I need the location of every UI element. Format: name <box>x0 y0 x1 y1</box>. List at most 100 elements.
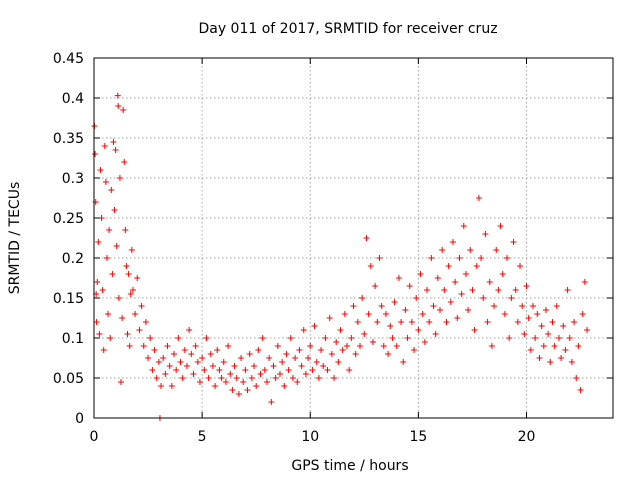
data-point <box>432 331 439 337</box>
data-point <box>134 275 141 281</box>
data-point <box>538 323 545 329</box>
data-point <box>259 335 266 341</box>
data-point <box>491 303 498 309</box>
data-point <box>408 319 415 325</box>
data-point <box>571 319 578 325</box>
data-point <box>101 143 108 149</box>
data-point <box>447 299 454 305</box>
data-point <box>106 227 113 233</box>
data-point <box>122 227 129 233</box>
data-point <box>499 271 506 277</box>
data-point <box>155 359 162 365</box>
data-point <box>452 279 459 285</box>
data-point <box>246 351 253 357</box>
data-point <box>175 335 182 341</box>
data-point <box>402 307 409 313</box>
data-point <box>287 335 294 341</box>
data-point <box>480 295 487 301</box>
data-point <box>105 311 112 317</box>
data-point <box>493 247 500 253</box>
data-point <box>95 239 102 245</box>
data-point <box>437 307 443 313</box>
data-point <box>411 347 418 353</box>
data-point <box>534 311 541 317</box>
data-point <box>428 255 435 261</box>
data-point <box>337 327 344 333</box>
data-points <box>91 92 591 421</box>
data-point <box>201 367 208 373</box>
data-point <box>149 367 156 373</box>
data-point <box>525 315 532 321</box>
y-tick-labels: 0 0.05 0.1 0.15 0.2 0.25 0.3 0.35 0.4 0.45 <box>53 51 84 427</box>
data-point <box>398 319 405 325</box>
data-point <box>203 335 210 341</box>
data-point <box>192 343 199 349</box>
x-tick-labels: 0 5 10 15 20 <box>90 429 536 445</box>
data-point <box>521 331 528 337</box>
data-point <box>495 287 502 293</box>
data-point <box>96 331 103 337</box>
data-point <box>100 347 107 353</box>
data-point <box>140 343 147 349</box>
data-point <box>160 355 167 361</box>
data-point <box>196 379 203 385</box>
data-point <box>138 303 145 309</box>
data-point <box>108 187 115 193</box>
data-point <box>367 263 374 269</box>
data-point <box>171 351 178 357</box>
data-point <box>151 347 158 353</box>
data-point <box>248 375 255 381</box>
plot-frame <box>93 57 614 419</box>
data-point <box>549 319 556 325</box>
data-point <box>272 375 279 381</box>
data-point <box>467 247 474 253</box>
data-point <box>199 355 206 361</box>
data-point <box>482 231 489 237</box>
data-point <box>475 195 482 201</box>
data-point <box>417 271 424 277</box>
data-point <box>426 319 433 325</box>
data-point <box>352 351 359 357</box>
data-point <box>566 335 573 341</box>
data-point <box>421 339 428 345</box>
data-point <box>532 335 539 341</box>
data-point <box>116 175 123 181</box>
data-point <box>328 351 335 357</box>
data-point <box>313 359 320 365</box>
y-tick-label: 0.45 <box>53 51 84 67</box>
data-point <box>365 311 372 317</box>
data-point <box>292 355 299 361</box>
data-point <box>164 343 171 349</box>
data-point <box>214 347 221 353</box>
data-point <box>512 287 519 293</box>
data-point <box>449 239 456 245</box>
y-tick-label: 0.25 <box>53 211 84 227</box>
data-point <box>238 355 245 361</box>
data-point <box>382 311 389 317</box>
y-tick-label: 0.05 <box>53 371 84 387</box>
data-point <box>387 323 394 329</box>
data-point <box>235 391 242 397</box>
data-point <box>220 359 227 365</box>
data-point <box>395 275 402 281</box>
data-point <box>363 235 370 241</box>
y-tick-label: 0.15 <box>53 291 84 307</box>
data-point <box>391 299 398 305</box>
data-point <box>519 303 526 309</box>
data-point <box>168 383 175 389</box>
data-point <box>560 323 567 329</box>
data-point <box>333 339 340 345</box>
data-point <box>115 295 122 301</box>
x-axis-label: GPS time / hours <box>291 458 408 474</box>
data-point <box>242 367 249 373</box>
data-point <box>478 255 485 261</box>
data-point <box>266 355 273 361</box>
data-point <box>119 315 126 321</box>
data-point <box>320 363 327 369</box>
data-point <box>322 335 329 341</box>
data-point <box>419 311 426 317</box>
y-tick-label: 0.2 <box>62 251 84 267</box>
x-tick-label: 15 <box>409 429 427 445</box>
y-tick-label: 0.3 <box>62 171 84 187</box>
data-point <box>497 223 504 229</box>
